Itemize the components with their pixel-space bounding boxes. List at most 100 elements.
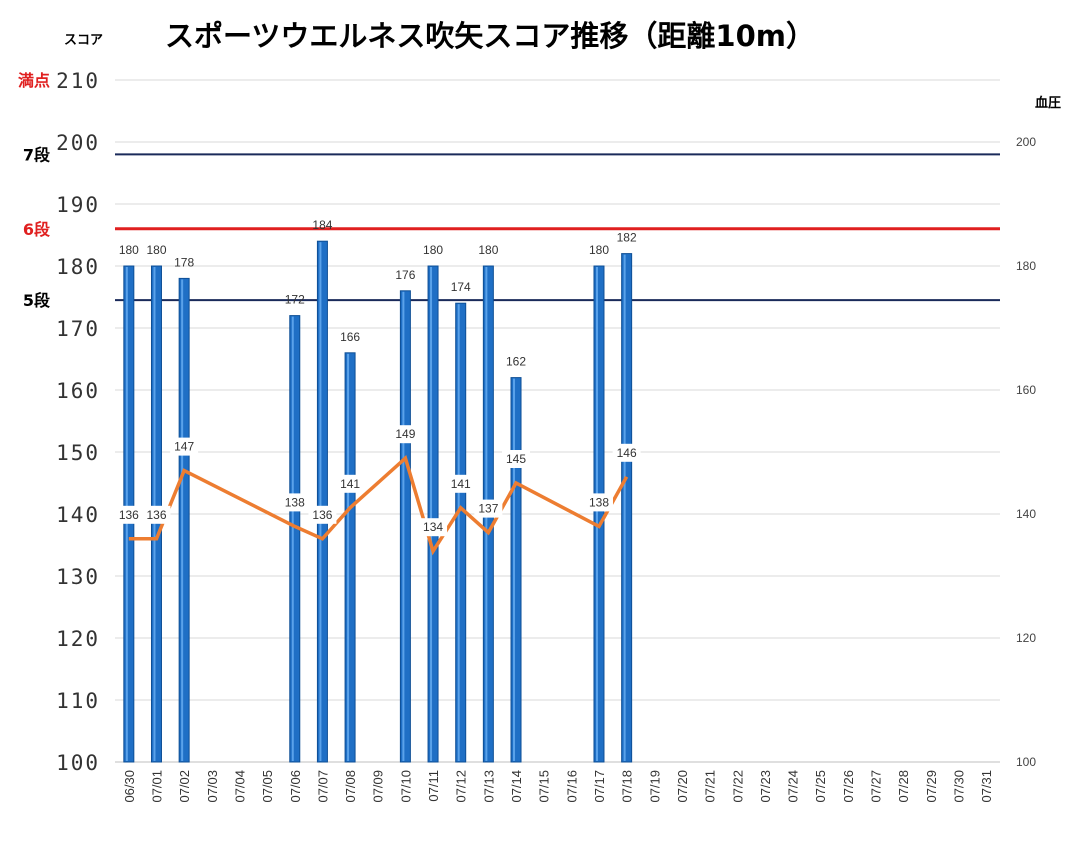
y-tick-label: 180 [56,255,100,279]
x-tick-label: 07/02 [177,770,192,803]
line-label: 141 [451,477,471,491]
bar-label: 180 [146,243,166,257]
bar [427,265,439,763]
x-tick-label: 07/14 [509,770,524,803]
line-label: 145 [506,452,526,466]
bar-label: 184 [312,218,332,232]
y-tick-label: 130 [56,565,100,589]
y2-tick-label: 160 [1016,383,1036,397]
bar-highlight [623,254,626,761]
bar-highlight [402,291,405,761]
bar-label: 180 [589,243,609,257]
line-path [128,455,629,556]
line-label: 136 [119,508,139,522]
line-label-bg [336,474,365,493]
reference-lines: 満点 7段 6段 5段 [18,71,1000,310]
line-series [128,455,629,556]
bar-label: 178 [174,255,194,269]
bar [455,302,467,763]
line-label: 137 [478,502,498,516]
bar-highlight [319,242,322,761]
line-label-bg [446,474,475,493]
bar-highlight [291,316,294,761]
bar [593,265,605,763]
line-label: 147 [174,440,194,454]
bar-label: 174 [451,280,471,294]
bar [510,377,522,763]
line-labels: 136 136 147 138 136 141 149 134 141 137 145 138 146 [114,425,641,537]
x-axis-ticks: 06/30 07/01 07/02 07/03 07/04 07/05 07/06 07/07… [122,770,994,803]
x-tick-label: 07/17 [592,770,607,803]
x-tick-label: 07/24 [786,770,801,803]
line-label: 136 [146,508,166,522]
reference-label: 満点 [18,71,50,90]
line-label: 134 [423,520,443,534]
bar-label: 166 [340,330,360,344]
reference-label: 7段 [23,145,51,164]
y-tick-label: 160 [56,379,100,403]
x-tick-label: 07/11 [426,770,441,802]
bar [316,240,328,763]
line-label: 138 [285,495,305,509]
line-label-bg [612,443,641,462]
bar-highlight [513,378,516,761]
x-tick-label: 07/03 [205,770,220,803]
y2-axis-label: 血圧 [1035,95,1061,111]
x-tick-label: 07/12 [454,770,469,803]
x-tick-label: 07/20 [675,770,690,803]
bar-highlight [457,304,460,761]
bar-label: 182 [617,231,637,245]
x-tick-label: 07/30 [952,770,967,803]
line-label: 141 [340,477,360,491]
y2-tick-label: 140 [1016,507,1036,521]
y-tick-label: 210 [56,69,100,93]
x-tick-label: 07/04 [232,770,247,803]
x-tick-label: 07/23 [758,770,773,803]
x-tick-label: 07/10 [398,770,413,803]
x-tick-label: 07/08 [343,770,358,803]
line-label-bg [280,493,309,512]
line-label-bg [114,505,143,524]
y-tick-label: 170 [56,317,100,341]
y2-tick-label: 200 [1016,135,1036,149]
y-tick-label: 150 [56,441,100,465]
y-axis-ticks: 100 110 120 130 140 150 160 170 180 190 200 210 [56,69,100,775]
bar [289,315,301,763]
x-tick-label: 07/06 [288,770,303,803]
x-tick-label: 07/22 [730,770,745,803]
x-tick-label: 07/16 [564,770,579,803]
x-tick-label: 07/18 [620,770,635,803]
x-tick-label: 07/26 [841,770,856,803]
y-tick-label: 140 [56,503,100,527]
y-tick-label: 200 [56,131,100,155]
x-tick-label: 07/29 [924,770,939,803]
line-label-bg [419,518,448,537]
line-label-bg [142,505,171,524]
line-label: 149 [395,427,415,441]
bar-label: 180 [478,243,498,257]
y-tick-label: 110 [56,689,100,713]
y-axis-label: スコア [64,33,103,48]
line-label: 146 [617,446,637,460]
line-label: 136 [312,508,332,522]
x-tick-label: 07/21 [703,770,718,803]
y2-tick-label: 120 [1016,631,1036,645]
y-tick-label: 100 [56,751,100,775]
y2-tick-label: 100 [1016,755,1036,769]
x-tick-label: 07/13 [481,770,496,803]
x-tick-label: 07/25 [813,770,828,803]
x-tick-label: 07/31 [979,770,994,803]
x-tick-label: 07/28 [896,770,911,803]
line-label-bg [308,505,337,524]
y2-axis-ticks: 100 120 140 160 180 200 [1016,135,1036,769]
bar-label: 176 [395,268,415,282]
x-tick-label: 07/09 [371,770,386,803]
line-label-bg [391,425,420,444]
reference-label: 5段 [23,291,51,310]
bar [621,253,633,763]
bar-label: 180 [423,243,443,257]
y-tick-label: 190 [56,193,100,217]
x-tick-label: 07/07 [315,770,330,803]
line-label-bg [502,450,531,468]
grid [115,79,1000,763]
